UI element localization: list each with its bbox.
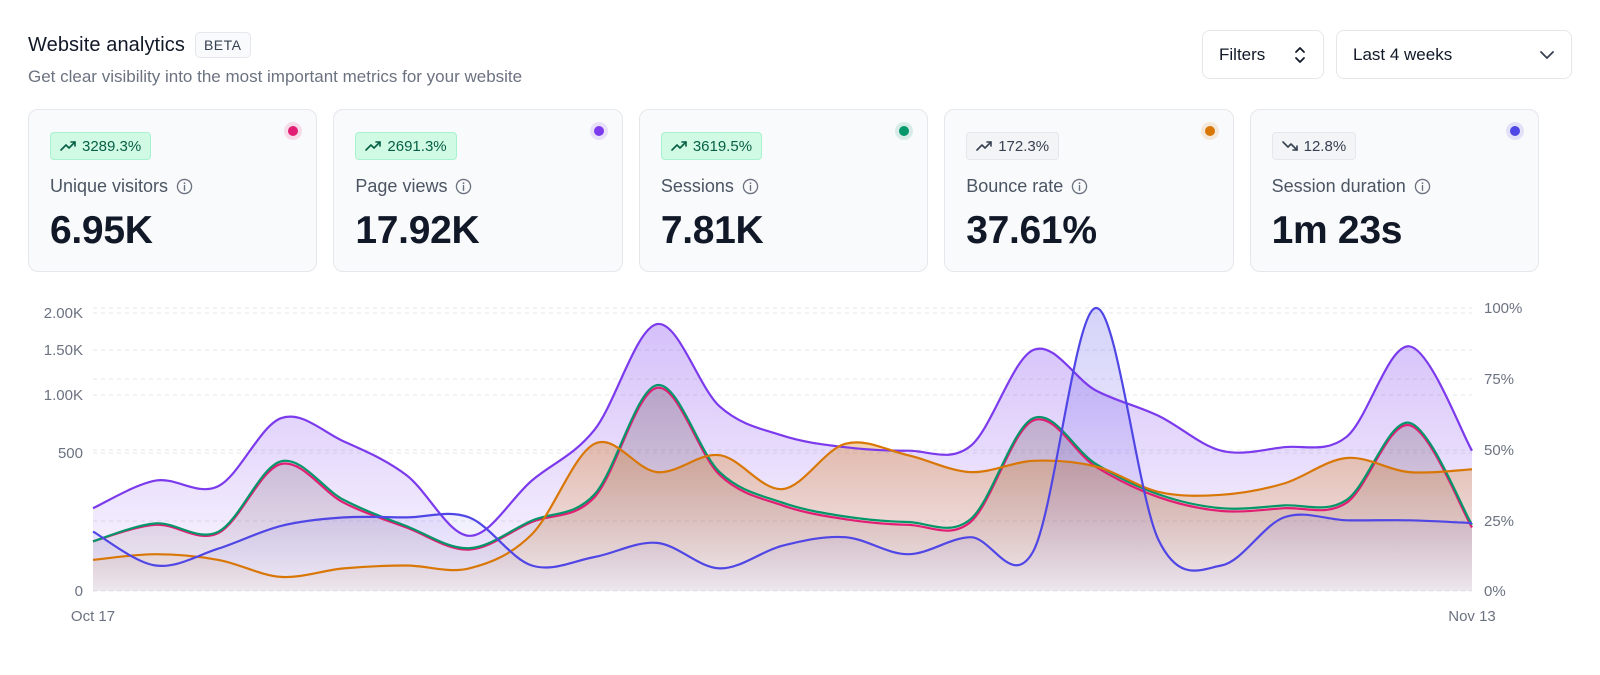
y-left-tick-label: 500 [58,445,83,462]
y-left-tick-label: 1.50K [44,342,83,359]
date-range-select[interactable]: Last 4 weeks [1336,30,1572,79]
metric-value: 17.92K [355,209,480,252]
metric-value: 6.95K [50,209,153,252]
metric-card[interactable]: 3289.3% Unique visitors 6.95K [28,109,318,272]
trend-up-icon [671,140,687,152]
trend-up-icon [365,140,382,152]
metric-value: 1m 23s [1271,209,1403,252]
y-right-tick-label: 75% [1484,371,1514,388]
metric-label: Page views [355,176,448,196]
change-value: 172.3% [998,137,1050,155]
info-icon[interactable] [176,178,193,195]
metric-value: 7.81K [660,209,764,252]
change-badge: 172.3% [966,132,1060,160]
change-badge: 3619.5% [660,132,763,160]
series-color-dot [895,122,914,140]
change-value: 3289.3% [82,137,142,155]
metric-label: Bounce rate [966,176,1064,196]
x-axis: Oct 17 Nov 13 [71,608,1496,625]
info-icon[interactable] [742,178,759,195]
metric-label: Session duration [1271,176,1406,196]
y-left-tick-label: 0 [75,583,83,600]
series-line-page-views[interactable] [92,322,1473,537]
info-icon[interactable] [455,178,472,195]
series-line-session-duration[interactable] [92,306,1473,572]
filters-button[interactable]: Filters [1202,30,1324,79]
change-badge: 3289.3% [50,132,152,160]
filters-button-label: Filters [1219,44,1266,64]
series-color-dot [1200,122,1219,140]
change-badge: 2691.3% [355,132,457,160]
metric-cards: 3289.3% Unique visitors 6.95K 2691.3% Page v… [28,109,1540,272]
y-left-tick-label: 1.00K [44,387,83,404]
series-area-session-duration [93,307,1472,591]
date-range-value: Last 4 weeks [1353,44,1453,64]
x-tick-label: Nov 13 [1448,608,1496,625]
x-tick-label: Oct 17 [71,608,115,625]
chart-lines [92,306,1473,579]
page-title: Website analytics [28,33,185,56]
info-icon[interactable] [1071,178,1088,195]
series-color-dot [284,122,303,140]
page-subtitle: Get clear visibility into the most impor… [28,67,523,86]
metric-card[interactable]: 172.3% Bounce rate 37.61% [944,109,1234,272]
y-right-tick-label: 100% [1484,300,1522,317]
series-line-sessions[interactable] [92,383,1473,550]
chevron-up-down-icon [1293,45,1307,65]
toolbar: Filters Last 4 weeks [1202,30,1572,79]
series-color-dot [589,122,608,140]
y-right-tick-label: 50% [1484,442,1514,459]
change-badge: 12.8% [1271,132,1357,160]
y-right-tick-label: 25% [1484,513,1514,530]
metric-card[interactable]: 12.8% Session duration 1m 23s [1249,109,1540,272]
chart-areas [93,307,1472,591]
trend-up-icon [60,140,76,152]
series-line-unique-visitors[interactable] [92,386,1473,551]
y-right-tick-label: 0% [1484,583,1506,600]
change-value: 2691.3% [387,137,447,155]
metric-label: Unique visitors [50,176,169,196]
chevron-down-icon [1539,50,1555,60]
trend-down-icon [1281,140,1298,152]
metric-label: Sessions [660,176,734,196]
y-left-tick-label: 2.00K [44,305,83,322]
series-line-bounce-rate[interactable] [92,440,1473,579]
trend-up-icon [976,140,993,152]
metric-card[interactable]: 2691.3% Page views 17.92K [333,109,623,272]
change-value: 3619.5% [692,137,753,155]
y-axis-right: 100% 75% 50% 25% 0% [1484,300,1522,600]
y-axis-left: 2.00K 1.50K 1.00K 500 0 [44,305,83,600]
metric-card[interactable]: 3619.5% Sessions 7.81K [638,109,929,272]
page-header: Website analytics BETA Get clear visibil… [28,32,522,87]
info-icon[interactable] [1414,178,1431,195]
series-color-dot [1506,122,1525,140]
beta-badge: BETA [194,32,251,58]
analytics-chart: 2.00K 1.50K 1.00K 500 0 100% 75% 50% 25% 0% Oct … [44,300,1523,625]
metric-value: 37.61% [966,209,1097,252]
change-value: 12.8% [1303,137,1347,155]
